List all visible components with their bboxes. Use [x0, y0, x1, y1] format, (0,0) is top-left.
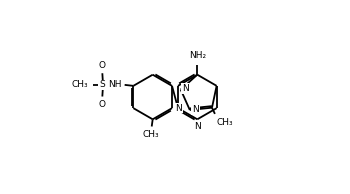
Text: CH₃: CH₃	[142, 130, 159, 139]
Text: N: N	[182, 84, 188, 93]
Text: NH₂: NH₂	[189, 51, 206, 60]
Text: CH₃: CH₃	[217, 118, 233, 127]
Text: O: O	[99, 61, 106, 70]
Text: N: N	[192, 106, 199, 114]
Text: CH₃: CH₃	[71, 80, 88, 89]
Text: S: S	[99, 80, 105, 89]
Text: O: O	[99, 100, 106, 109]
Text: N: N	[194, 122, 201, 131]
Text: NH: NH	[108, 80, 122, 89]
Text: N: N	[176, 104, 182, 113]
